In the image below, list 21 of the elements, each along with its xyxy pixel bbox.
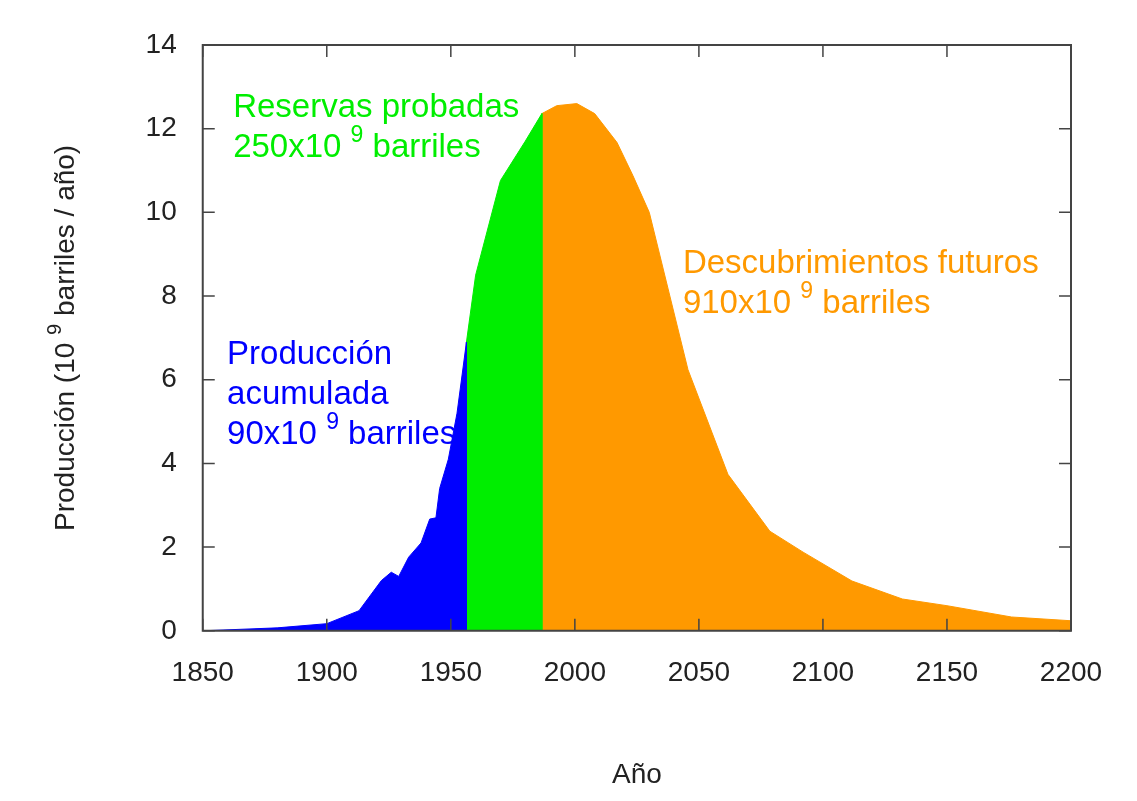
x-tick-label: 1900	[295, 656, 358, 688]
y-axis-title: Producción (10 9 barriles / año)	[43, 144, 80, 531]
y-tick-label: 2	[161, 529, 177, 561]
y-tick-label: 14	[145, 27, 177, 59]
annotation: Reservas probadas 250x10 9 barriles	[233, 86, 520, 164]
x-tick-label: 2200	[1039, 656, 1103, 688]
x-tick-label: 2150	[915, 656, 979, 688]
y-tick-label: 4	[161, 446, 177, 478]
x-tick-label: 2100	[791, 656, 855, 688]
x-tick-label: 2050	[667, 656, 731, 688]
y-tick-label: 10	[145, 195, 177, 227]
annotation: Producción acumulada 90x10 9 barriles	[227, 333, 457, 451]
y-tick-label: 12	[145, 111, 177, 143]
x-tick-label: 2000	[543, 656, 606, 688]
x-tick-label: 1850	[171, 656, 234, 688]
x-axis-title: Año	[611, 757, 662, 789]
y-tick-label: 0	[161, 613, 177, 645]
y-tick-label: 6	[161, 362, 177, 394]
x-tick-label: 1950	[419, 656, 482, 688]
annotation: Descubrimientos futuros 910x10 9 barriles	[682, 243, 1039, 321]
y-tick-label: 8	[161, 278, 177, 310]
